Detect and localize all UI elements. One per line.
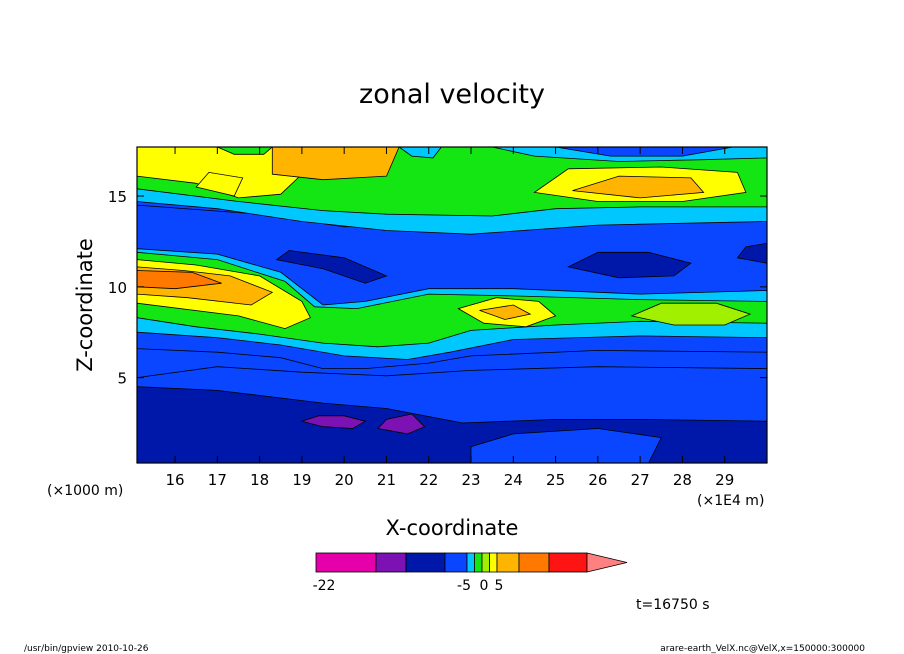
footer-right-note: arare-earth_VelX.nc@VelX,x=150000:300000	[660, 644, 865, 654]
colorbar-cell	[481, 552, 490, 573]
contour-region-21	[572, 175, 705, 199]
x-tick-label: 17	[208, 471, 227, 489]
x-tick-label: 24	[504, 471, 523, 489]
x-unit-note: (×1E4 m)	[697, 493, 764, 509]
contour-region-23	[195, 171, 244, 197]
x-tick-label: 21	[377, 471, 396, 489]
contour-region-16	[736, 242, 767, 264]
x-tick-label: 20	[335, 471, 354, 489]
colorbar-tick-label: -22	[313, 578, 336, 594]
contour-region-26	[398, 147, 442, 159]
colorbar-cell	[466, 552, 475, 573]
colorbar-cell	[444, 552, 468, 573]
colorbar-tick-label: -5	[457, 578, 471, 594]
x-tick-label: 26	[588, 471, 607, 489]
contour-region-27	[217, 147, 273, 155]
x-axis-label: X-coordinate	[386, 516, 519, 540]
colorbar-cell	[548, 552, 588, 573]
colorbar-tick-label: 5	[495, 578, 504, 594]
time-label: t=16750 s	[636, 597, 710, 613]
axis-ticks: 16 17 18 19 20 21 22 23 24 25 26 27 28 29 5 10 15	[108, 147, 767, 489]
y-unit-note: (×1000 m)	[47, 483, 123, 499]
footer-left-note: /usr/bin/gpview 2010-10-26	[24, 644, 149, 654]
plot-area	[137, 147, 767, 463]
x-tick-label: 28	[673, 471, 692, 489]
contour-region-15	[567, 251, 692, 279]
x-tick-label: 22	[419, 471, 438, 489]
x-tick-label: 29	[715, 471, 734, 489]
contour-region-22	[271, 147, 400, 181]
colorbar-tick-label: 0	[480, 578, 489, 594]
contour-region-14	[275, 250, 388, 284]
y-tick-label: 10	[108, 279, 127, 297]
colorbar-arrow	[586, 552, 628, 573]
x-tick-label: 18	[250, 471, 269, 489]
y-axis-label: Z-coordinate	[73, 238, 97, 372]
colorbar-cell	[496, 552, 520, 573]
contour-region-4	[377, 413, 426, 435]
colorbar-cell	[518, 552, 550, 573]
contour-region-12	[479, 304, 532, 320]
plot-frame	[136, 146, 768, 464]
contour-region-13	[630, 302, 752, 326]
colorbar-cell	[315, 552, 377, 573]
x-tick-label: 16	[166, 471, 185, 489]
x-tick-label: 23	[461, 471, 480, 489]
colorbar-cell	[405, 552, 446, 573]
y-tick-label: 5	[117, 370, 127, 388]
contour-region-3	[300, 415, 367, 429]
colorbar: -22 -5 0 5	[313, 552, 628, 594]
colorbar-cell	[474, 552, 483, 573]
colorbar-cell	[489, 552, 498, 573]
chart-title: zonal velocity	[359, 79, 545, 110]
contour-region-25	[555, 147, 734, 157]
contour-region-2	[470, 428, 662, 463]
x-tick-label: 19	[292, 471, 311, 489]
x-tick-label: 27	[631, 471, 650, 489]
x-tick-label: 25	[546, 471, 565, 489]
contour-region-10	[137, 270, 222, 290]
colorbar-cell	[375, 552, 407, 573]
y-tick-label: 15	[108, 188, 127, 206]
